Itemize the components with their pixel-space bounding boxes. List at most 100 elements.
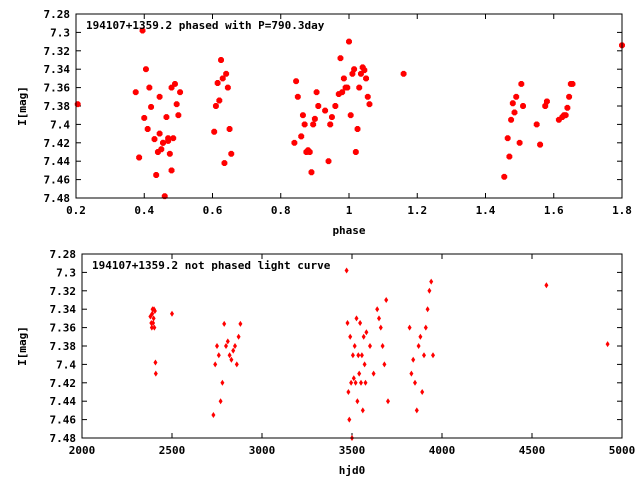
data-point (340, 75, 347, 82)
data-point (386, 398, 390, 405)
x-tick-label: 2500 (159, 444, 186, 457)
data-point (352, 149, 359, 155)
data-point (362, 361, 367, 368)
data-point (168, 167, 175, 174)
y-tick-label: 7.36 (44, 82, 71, 95)
data-point (219, 75, 226, 82)
data-point (214, 80, 221, 86)
data-point (518, 80, 525, 87)
data-point (354, 315, 359, 322)
data-point (409, 370, 414, 377)
data-point (371, 370, 376, 377)
data-point (569, 80, 576, 87)
data-point (363, 379, 368, 386)
x-tick-label: 4500 (519, 444, 546, 457)
data-point (160, 139, 166, 146)
data-point (364, 93, 371, 100)
data-point (325, 158, 332, 165)
data-point (364, 329, 369, 336)
data-point (150, 310, 155, 317)
data-point (354, 126, 361, 132)
data-point (380, 343, 385, 349)
data-point (346, 38, 352, 45)
data-point (327, 121, 334, 128)
data-point (238, 320, 243, 327)
plot-title: 194107+1359.2 not phased light curve (92, 259, 331, 272)
data-point (306, 149, 313, 155)
data-point (166, 150, 173, 157)
data-point (377, 315, 381, 322)
data-point (311, 115, 318, 122)
y-tick-label: 7.46 (50, 414, 77, 427)
data-point (431, 352, 435, 359)
data-point (228, 150, 235, 157)
data-point (413, 379, 417, 386)
data-point (425, 306, 430, 313)
x-tick-label: 1 (346, 204, 353, 217)
data-point (520, 103, 526, 109)
data-point (418, 333, 423, 340)
y-tick-label: 7.34 (44, 63, 71, 76)
y-tick-label: 7.38 (50, 340, 77, 353)
data-point (293, 78, 300, 85)
data-point (378, 324, 383, 331)
plot-title: 194107+1359.2 phased with P=790.3day (86, 19, 325, 32)
data-point (151, 320, 156, 326)
y-tick-label: 7.48 (44, 192, 71, 205)
data-point (301, 121, 308, 128)
y-tick-label: 7.32 (44, 45, 71, 58)
plot-frame (75, 13, 623, 199)
data-point (544, 282, 549, 289)
data-point (564, 104, 571, 111)
data-point (605, 341, 610, 348)
data-point (508, 116, 515, 123)
data-point (368, 343, 372, 349)
x-tick-label: 1.8 (612, 204, 632, 217)
data-point (226, 126, 233, 132)
x-tick-label: 1.2 (407, 204, 427, 217)
data-point (349, 70, 356, 77)
data-point (359, 352, 364, 359)
data-point (366, 101, 373, 108)
data-point (375, 306, 380, 313)
data-point (400, 70, 407, 77)
data-point (216, 352, 221, 359)
data-point (165, 135, 172, 142)
data-point (152, 324, 157, 331)
data-point (566, 93, 573, 100)
x-axis-title: phase (332, 224, 365, 237)
data-point (346, 389, 351, 395)
data-point (352, 343, 357, 349)
data-point (349, 379, 354, 386)
data-point (215, 343, 219, 349)
x-tick-label: 5000 (609, 444, 636, 457)
data-point (360, 407, 365, 414)
unphased-plot: 2000 2500 3000 3500 4000 4500 5000 7.28 7.3 7.32 7… (16, 248, 635, 477)
data-point (357, 370, 362, 377)
data-point (422, 352, 426, 359)
data-point (151, 136, 158, 143)
data-point (353, 379, 358, 386)
data-point (224, 343, 228, 349)
data-point (153, 370, 158, 377)
y-tick-label: 7.34 (50, 303, 77, 316)
data-point (168, 84, 175, 91)
data-point (177, 89, 184, 96)
data-point (363, 75, 370, 82)
data-point (361, 67, 368, 74)
data-point (143, 66, 149, 73)
data-point (516, 139, 523, 146)
data-point (224, 84, 231, 91)
x-tick-label: 0.2 (66, 204, 86, 217)
data-point (344, 84, 351, 91)
data-point (345, 320, 350, 326)
data-point (511, 109, 518, 116)
data-point (139, 27, 146, 34)
data-point (216, 97, 223, 104)
x-tick-label: 0.4 (134, 204, 154, 217)
data-point (170, 135, 177, 142)
data-point (310, 121, 317, 128)
data-point (358, 320, 363, 326)
y-axis-title: I[mag] (16, 326, 29, 366)
data-point (158, 146, 165, 153)
